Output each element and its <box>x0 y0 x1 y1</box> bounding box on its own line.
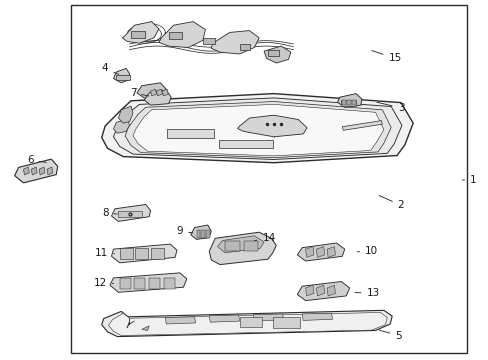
Polygon shape <box>305 247 313 257</box>
Polygon shape <box>342 121 382 130</box>
Polygon shape <box>102 94 412 163</box>
Polygon shape <box>144 90 171 105</box>
Bar <box>203 38 215 44</box>
Bar <box>131 31 144 38</box>
Bar <box>239 44 250 50</box>
Bar <box>71 5 466 353</box>
Bar <box>135 248 148 259</box>
Polygon shape <box>150 89 156 96</box>
Text: 3: 3 <box>376 102 404 113</box>
Bar <box>116 75 129 80</box>
Polygon shape <box>264 46 290 63</box>
Bar <box>351 100 355 105</box>
Polygon shape <box>190 225 211 239</box>
Polygon shape <box>142 326 149 330</box>
Text: 2: 2 <box>378 195 404 210</box>
Polygon shape <box>31 167 37 175</box>
Bar <box>206 230 210 238</box>
Bar <box>239 317 261 327</box>
Polygon shape <box>253 314 283 321</box>
Polygon shape <box>108 312 386 336</box>
Polygon shape <box>113 68 129 83</box>
Polygon shape <box>302 313 332 320</box>
Text: 13: 13 <box>354 288 379 298</box>
Bar <box>120 248 132 259</box>
Polygon shape <box>217 236 264 253</box>
Polygon shape <box>211 31 259 54</box>
Polygon shape <box>110 273 186 292</box>
Bar <box>272 317 299 328</box>
Bar <box>167 129 213 138</box>
Text: 1: 1 <box>462 175 476 185</box>
Polygon shape <box>209 232 276 265</box>
Polygon shape <box>39 167 45 175</box>
Bar <box>342 100 345 105</box>
Text: 12: 12 <box>93 278 113 288</box>
Text: 6: 6 <box>27 155 46 165</box>
Text: 9: 9 <box>176 226 192 236</box>
Polygon shape <box>118 106 133 123</box>
Bar <box>163 278 174 289</box>
Text: 8: 8 <box>102 208 117 218</box>
Bar <box>219 140 272 148</box>
Polygon shape <box>111 204 150 221</box>
Polygon shape <box>113 119 129 133</box>
Polygon shape <box>47 167 53 175</box>
Text: 14: 14 <box>254 233 275 243</box>
Bar <box>134 278 145 289</box>
Bar <box>341 100 355 106</box>
Polygon shape <box>113 98 401 159</box>
Polygon shape <box>165 317 195 324</box>
Polygon shape <box>102 310 391 337</box>
Bar <box>267 50 278 56</box>
Polygon shape <box>156 89 162 96</box>
Polygon shape <box>137 83 166 98</box>
Bar <box>243 241 258 251</box>
Polygon shape <box>337 94 361 107</box>
Polygon shape <box>162 89 168 96</box>
Polygon shape <box>122 22 159 43</box>
Polygon shape <box>326 247 335 257</box>
Text: 4: 4 <box>102 63 119 75</box>
Polygon shape <box>125 102 390 158</box>
Polygon shape <box>133 104 383 156</box>
Polygon shape <box>111 244 177 263</box>
Polygon shape <box>305 285 313 296</box>
Text: 11: 11 <box>95 248 114 258</box>
Text: 15: 15 <box>371 50 401 63</box>
Bar <box>224 241 239 251</box>
Bar <box>118 211 142 217</box>
Polygon shape <box>15 159 58 183</box>
Bar <box>149 278 160 289</box>
Polygon shape <box>23 167 29 175</box>
Polygon shape <box>237 115 306 137</box>
Text: 5: 5 <box>378 330 401 341</box>
Polygon shape <box>326 285 335 296</box>
Bar <box>196 230 200 238</box>
Polygon shape <box>209 315 239 322</box>
Bar <box>168 32 182 39</box>
Polygon shape <box>316 285 324 296</box>
Bar <box>346 100 350 105</box>
Text: 7: 7 <box>129 88 148 98</box>
Bar <box>151 248 163 259</box>
Text: 10: 10 <box>357 246 377 256</box>
Polygon shape <box>297 282 349 301</box>
Polygon shape <box>297 243 344 261</box>
Polygon shape <box>316 247 324 257</box>
Polygon shape <box>159 22 205 48</box>
Bar <box>120 278 130 289</box>
Bar <box>201 230 205 238</box>
